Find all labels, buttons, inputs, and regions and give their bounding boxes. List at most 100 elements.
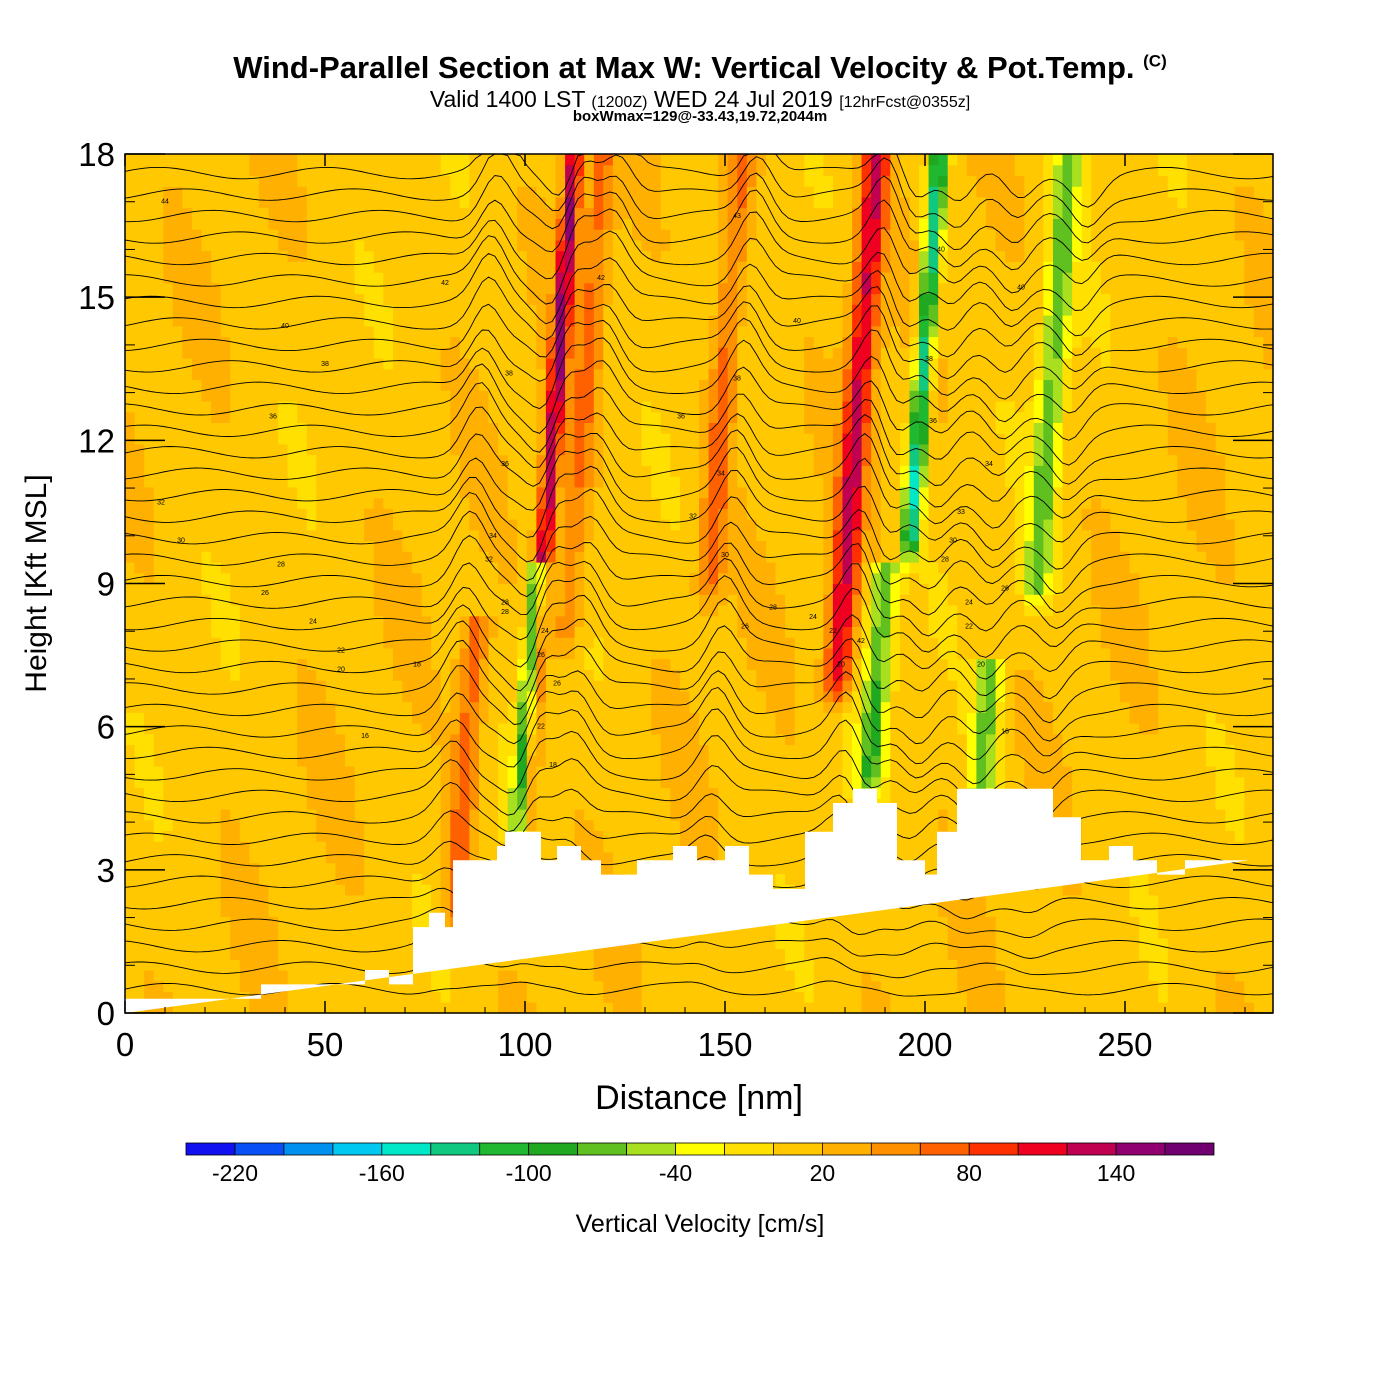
- w-cell: [536, 250, 547, 262]
- w-cell: [153, 766, 164, 778]
- w-cell: [373, 798, 384, 810]
- w-cell: [584, 658, 595, 670]
- w-cell: [383, 884, 394, 896]
- w-cell: [345, 186, 356, 198]
- w-cell: [278, 884, 289, 896]
- w-cell: [651, 486, 662, 499]
- w-cell: [469, 766, 480, 778]
- w-cell: [345, 916, 356, 928]
- w-cell: [230, 347, 241, 359]
- w-cell: [421, 905, 432, 917]
- w-cell: [469, 798, 480, 810]
- w-cell: [565, 690, 576, 703]
- w-cell: [431, 443, 442, 456]
- w-cell: [364, 690, 375, 703]
- w-cell: [268, 916, 279, 928]
- w-cell: [373, 154, 384, 166]
- w-cell: [555, 819, 566, 831]
- w-cell: [192, 519, 203, 531]
- w-cell: [450, 508, 461, 520]
- w-cell: [689, 991, 700, 1003]
- w-cell: [421, 218, 432, 230]
- w-cell: [182, 368, 193, 381]
- w-cell: [421, 239, 432, 252]
- w-cell: [192, 551, 203, 563]
- w-cell: [431, 154, 442, 166]
- w-cell: [354, 583, 365, 595]
- w-cell: [287, 551, 298, 563]
- w-cell: [574, 401, 585, 413]
- w-cell: [536, 229, 547, 241]
- w-cell: [182, 787, 193, 799]
- w-cell: [211, 293, 222, 305]
- w-cell: [287, 594, 298, 606]
- w-cell: [316, 282, 327, 295]
- w-cell: [383, 583, 394, 595]
- w-cell: [555, 164, 566, 176]
- w-cell: [421, 766, 432, 778]
- w-cell: [593, 401, 604, 413]
- w-cell: [211, 562, 222, 574]
- w-cell: [555, 443, 566, 456]
- w-cell: [565, 959, 576, 971]
- w-cell: [125, 293, 136, 305]
- w-cell: [249, 293, 260, 305]
- w-cell: [479, 723, 490, 735]
- w-cell: [584, 411, 595, 423]
- w-cell: [517, 154, 528, 166]
- w-cell: [632, 744, 643, 756]
- w-cell: [402, 841, 413, 853]
- w-cell: [565, 261, 576, 273]
- w-cell: [249, 304, 260, 316]
- w-cell: [440, 690, 451, 703]
- w-cell: [383, 229, 394, 241]
- w-cell: [679, 733, 691, 746]
- w-cell: [297, 293, 308, 305]
- w-cell: [354, 959, 365, 971]
- w-cell: [172, 884, 183, 896]
- w-cell: [125, 250, 136, 262]
- w-cell: [249, 347, 260, 359]
- w-cell: [574, 358, 585, 370]
- w-cell: [335, 196, 346, 209]
- w-cell: [440, 293, 451, 305]
- w-cell: [431, 390, 442, 402]
- w-cell: [316, 154, 327, 166]
- w-cell: [632, 293, 643, 305]
- w-cell: [660, 948, 671, 960]
- w-cell: [651, 712, 662, 724]
- w-cell: [517, 605, 528, 617]
- w-cell: [153, 615, 164, 627]
- w-cell: [641, 508, 652, 520]
- w-cell: [412, 368, 423, 381]
- w-cell: [708, 1002, 719, 1014]
- w-cell: [603, 368, 614, 381]
- w-cell: [517, 766, 528, 778]
- w-cell: [249, 615, 260, 627]
- w-cell: [431, 594, 442, 606]
- w-cell: [622, 282, 633, 295]
- w-cell: [421, 755, 432, 767]
- w-cell: [440, 884, 451, 896]
- w-cell: [345, 626, 356, 638]
- w-cell: [545, 787, 557, 799]
- w-cell: [220, 690, 231, 703]
- w-cell: [565, 819, 576, 831]
- w-cell: [383, 272, 394, 284]
- w-cell: [498, 647, 509, 660]
- w-cell: [679, 830, 691, 842]
- w-cell: [192, 293, 203, 305]
- w-cell: [431, 873, 442, 885]
- w-cell: [287, 948, 298, 960]
- w-cell: [689, 497, 700, 509]
- w-cell: [249, 379, 260, 391]
- w-cell: [325, 927, 337, 939]
- w-cell: [536, 347, 547, 359]
- w-cell: [268, 529, 279, 542]
- w-cell: [526, 712, 537, 724]
- w-cell: [211, 862, 222, 874]
- w-cell: [153, 379, 164, 391]
- w-cell: [421, 841, 432, 853]
- w-cell: [622, 798, 633, 810]
- w-cell: [431, 980, 442, 993]
